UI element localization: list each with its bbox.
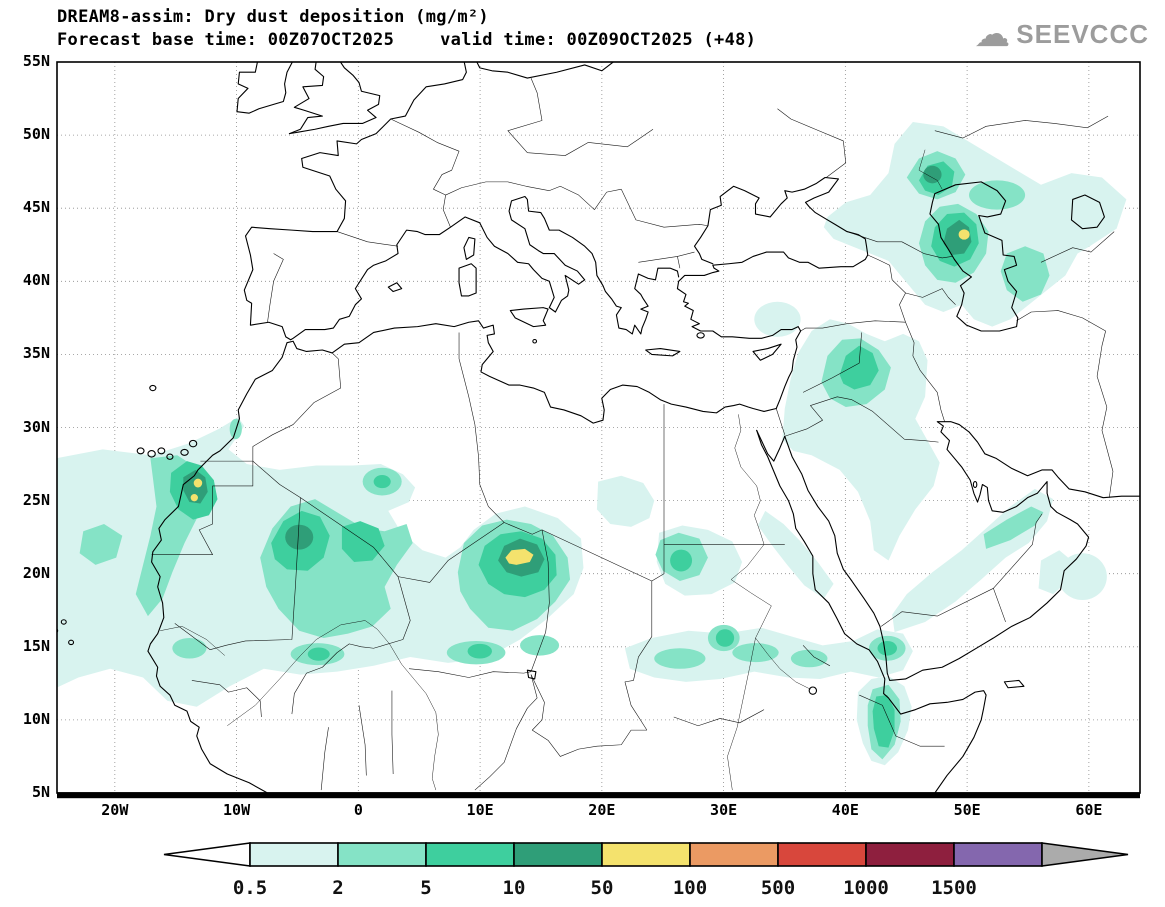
colorbar-cell: [249, 842, 339, 867]
colorbar-tick-label: 1000: [843, 877, 889, 899]
dust-layer-50-100: [190, 229, 970, 565]
colorbar: 0.5 2 5 10 50 100 500 1000 1500: [163, 842, 1129, 899]
colorbar-tick-label: 2: [332, 877, 343, 899]
forecast-base-time: Forecast base time: 00Z07OCT2025: [57, 30, 395, 50]
country-borders: [152, 78, 1115, 790]
colorbar-cell: [689, 842, 779, 867]
islands: [53, 237, 1024, 694]
valid-time: valid time: 00Z09OCT2025 (+48): [440, 30, 757, 50]
colorbar-tick-label: 100: [673, 877, 707, 899]
colorbar-cell: [865, 842, 955, 867]
cloud-logo-icon: ☁: [974, 13, 1011, 54]
geography-layer: [53, 61, 1142, 793]
rivers: [160, 150, 942, 790]
colorbar-underflow-arrow: [163, 842, 251, 867]
colorbar-cell: [337, 842, 427, 867]
colorbar-cell: [777, 842, 867, 867]
dust-layer-10-50: [183, 165, 972, 577]
colorbar-tick-label: 10: [503, 877, 526, 899]
colorbar-cell: [425, 842, 515, 867]
colorbar-tick-label: 0.5: [233, 877, 267, 899]
colorbar-overflow-arrow: [1041, 842, 1129, 867]
colorbar-tick-label: 1500: [931, 877, 977, 899]
chart-title: DREAM8-assim: Dry dust deposition (mg/m²…: [57, 7, 489, 27]
colorbar-tick-label: 5: [420, 877, 431, 899]
colorbar-cell: [601, 842, 691, 867]
map-frame-bottom-bar: [57, 792, 1140, 799]
seevccc-logo: ☁ SEEVCCC: [974, 16, 1149, 52]
logo-text: SEEVCCC: [1016, 18, 1149, 49]
coastlines: [148, 61, 1142, 793]
colorbar-tick-label: 50: [591, 877, 614, 899]
chart-subtitle: Forecast base time: 00Z07OCT2025 valid ti…: [57, 30, 756, 50]
colorbar-cell: [953, 842, 1043, 867]
colorbar-tick-label: 500: [761, 877, 795, 899]
colorbar-cell: [513, 842, 603, 867]
